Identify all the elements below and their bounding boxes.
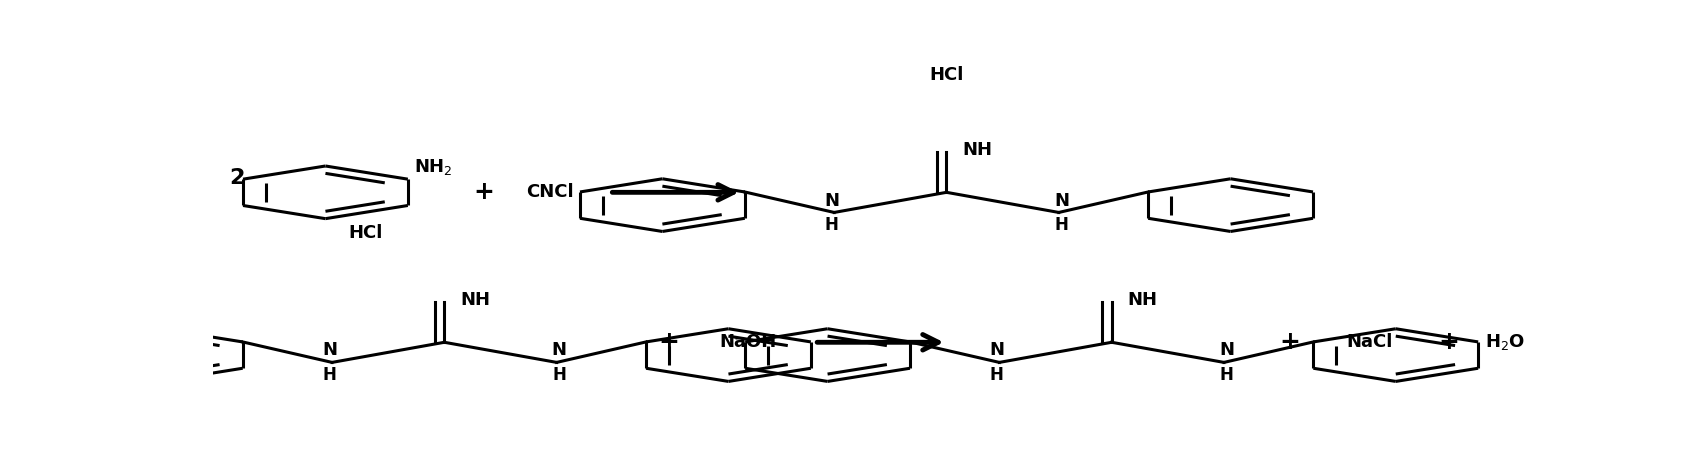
Text: H: H — [322, 366, 336, 384]
Text: N: N — [322, 342, 338, 360]
Text: HCl: HCl — [348, 224, 382, 242]
Text: 2: 2 — [228, 168, 244, 188]
Text: NH: NH — [460, 291, 491, 309]
Text: N: N — [989, 342, 1004, 360]
Text: N: N — [1054, 191, 1069, 209]
Text: NaCl: NaCl — [1347, 333, 1393, 352]
Text: NaOH: NaOH — [720, 333, 777, 352]
Text: H$_2$O: H$_2$O — [1485, 332, 1526, 352]
Text: NH$_2$: NH$_2$ — [414, 157, 454, 177]
Text: H: H — [552, 366, 566, 384]
Text: N: N — [552, 342, 566, 360]
Text: N: N — [824, 191, 839, 209]
Text: +: + — [1280, 330, 1301, 354]
Text: H: H — [1219, 366, 1233, 384]
Text: N: N — [1219, 342, 1234, 360]
Text: +: + — [474, 180, 494, 204]
Text: HCl: HCl — [929, 66, 963, 84]
Text: +: + — [1439, 330, 1459, 354]
Text: NH: NH — [962, 141, 992, 159]
Text: CNCl: CNCl — [527, 183, 575, 201]
Text: +: + — [658, 330, 679, 354]
Text: H: H — [991, 366, 1004, 384]
Text: H: H — [1054, 216, 1069, 234]
Text: NH: NH — [1127, 291, 1158, 309]
Text: H: H — [825, 216, 839, 234]
